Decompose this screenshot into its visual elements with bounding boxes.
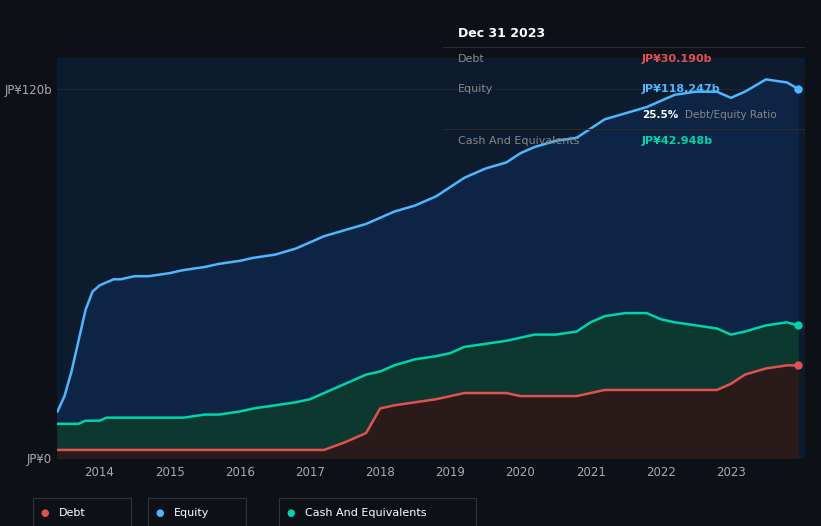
- Text: Cash And Equivalents: Cash And Equivalents: [458, 137, 580, 147]
- Text: JP¥42.948b: JP¥42.948b: [642, 137, 713, 147]
- Text: ●: ●: [155, 508, 163, 518]
- Text: Cash And Equivalents: Cash And Equivalents: [305, 508, 427, 518]
- Text: JP¥30.190b: JP¥30.190b: [642, 54, 713, 64]
- Text: 25.5%: 25.5%: [642, 109, 678, 119]
- Text: Debt: Debt: [458, 54, 484, 64]
- Text: Debt/Equity Ratio: Debt/Equity Ratio: [686, 109, 777, 119]
- Text: JP¥118.247b: JP¥118.247b: [642, 84, 721, 94]
- Text: Equity: Equity: [174, 508, 209, 518]
- Text: ●: ●: [287, 508, 295, 518]
- Text: Dec 31 2023: Dec 31 2023: [458, 27, 545, 40]
- Text: Equity: Equity: [458, 84, 493, 94]
- Text: ●: ●: [40, 508, 48, 518]
- Text: Debt: Debt: [59, 508, 86, 518]
